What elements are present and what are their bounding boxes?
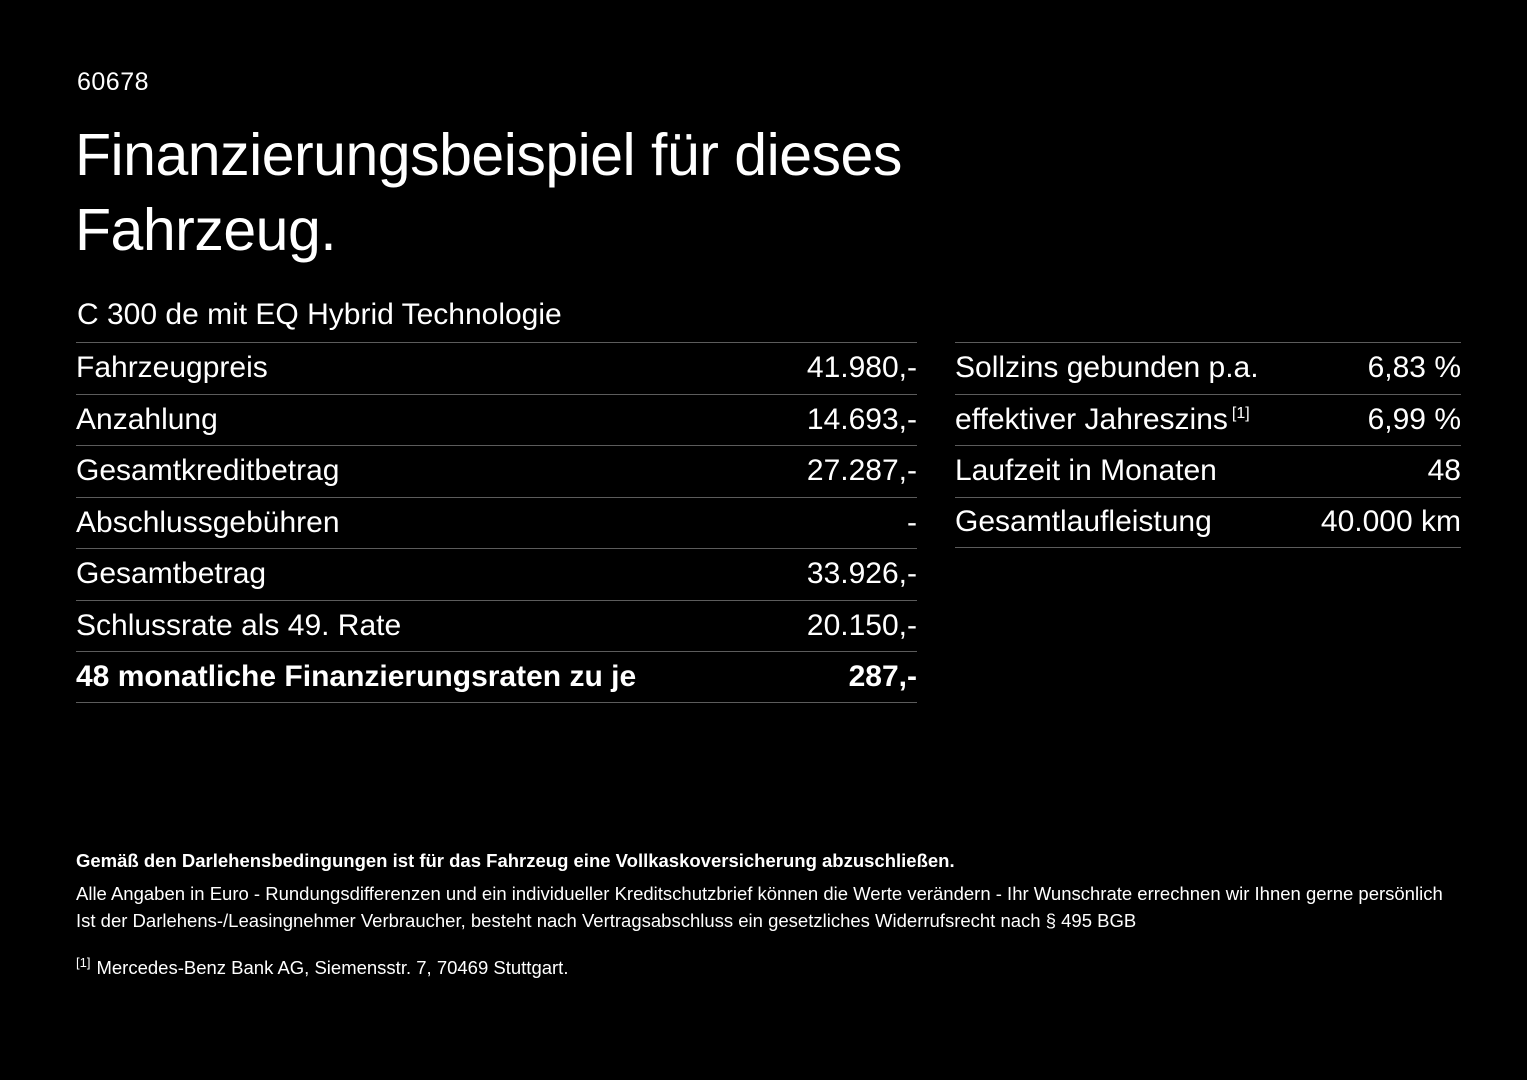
bank-footnote: [1] Mercedes-Benz Bank AG, Siemensstr. 7,… — [76, 949, 1466, 981]
table-row-fahrzeugpreis: Fahrzeugpreis 41.980,- — [76, 342, 917, 394]
row-label: Laufzeit in Monaten — [955, 454, 1217, 488]
row-label: 48 monatliche Finanzierungsraten zu je — [76, 659, 637, 693]
row-value: 41.980,- — [806, 351, 917, 385]
row-value: 27.287,- — [806, 454, 917, 488]
row-value: 6,83 % — [1367, 351, 1461, 385]
row-value: 287,- — [848, 659, 917, 693]
table-row-sollzins: Sollzins gebunden p.a. 6,83 % — [955, 342, 1461, 394]
row-label: effektiver Jahreszins [1] — [955, 402, 1250, 436]
row-label: Anzahlung — [76, 402, 218, 436]
footnote-marker: [1] — [76, 955, 91, 970]
table-row-anzahlung: Anzahlung 14.693,- — [76, 393, 917, 446]
insurance-requirement-note: Gemäß den Darlehensbedingungen ist für d… — [76, 850, 955, 871]
financing-table-left: Fahrzeugpreis 41.980,- Anzahlung 14.693,… — [76, 342, 917, 703]
table-row-gesamtlaufleistung: Gesamtlaufleistung 40.000 km — [955, 496, 1461, 548]
table-row-abschlussgebuehren: Abschlussgebühren - — [76, 496, 917, 549]
disclaimer-line2: Ist der Darlehens-/Leasingnehmer Verbrau… — [76, 910, 1137, 931]
row-value: 48 — [1427, 454, 1461, 488]
row-label: Abschlussgebühren — [76, 505, 340, 539]
row-value: 20.150,- — [806, 608, 917, 642]
financing-table-right: Sollzins gebunden p.a. 6,83 % effektiver… — [955, 342, 1461, 548]
document-id: 60678 — [77, 68, 150, 96]
row-label: Fahrzeugpreis — [76, 351, 268, 385]
row-label: Sollzins gebunden p.a. — [955, 351, 1259, 385]
vehicle-model-subtitle: C 300 de mit EQ Hybrid Technologie — [77, 298, 562, 331]
row-label: Gesamtbetrag — [76, 557, 267, 591]
table-row-schlussrate: Schlussrate als 49. Rate 20.150,- — [76, 599, 917, 652]
row-value: - — [907, 505, 917, 539]
table-row-gesamtbetrag: Gesamtbetrag 33.926,- — [76, 548, 917, 600]
page-title: Finanzierungsbeispiel für dieses Fahrzeu… — [75, 118, 902, 268]
disclaimer-line1: Alle Angaben in Euro - Rundungsdifferenz… — [76, 883, 1443, 904]
legal-footer: Gemäß den Darlehensbedingungen ist für d… — [76, 847, 1466, 981]
table-row-monatsraten: 48 monatliche Finanzierungsraten zu je 2… — [76, 651, 917, 703]
table-row-effektiver-jahreszins: effektiver Jahreszins [1] 6,99 % — [955, 393, 1461, 446]
row-label: Gesamtlaufleistung — [955, 505, 1212, 539]
row-value: 6,99 % — [1367, 402, 1461, 436]
table-row-laufzeit: Laufzeit in Monaten 48 — [955, 445, 1461, 497]
footnote-reference: [1] — [1231, 404, 1250, 422]
row-value: 40.000 km — [1320, 505, 1461, 539]
row-value: 33.926,- — [806, 557, 917, 591]
row-label: Gesamtkreditbetrag — [76, 454, 340, 488]
row-value: 14.693,- — [806, 402, 917, 436]
page-title-line2: Fahrzeug. — [75, 197, 337, 263]
row-label: Schlussrate als 49. Rate — [76, 608, 402, 642]
table-row-gesamtkreditbetrag: Gesamtkreditbetrag 27.287,- — [76, 445, 917, 497]
page-title-line1: Finanzierungsbeispiel für dieses — [75, 122, 902, 188]
footnote-text: Mercedes-Benz Bank AG, Siemensstr. 7, 70… — [96, 957, 569, 979]
